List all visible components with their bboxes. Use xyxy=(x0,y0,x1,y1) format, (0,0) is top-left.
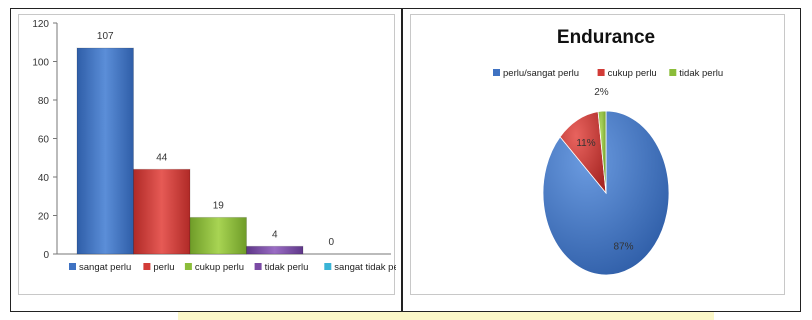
pie-legend-swatch xyxy=(597,69,605,76)
y-tick-label: 120 xyxy=(32,19,49,30)
y-tick-label: 80 xyxy=(38,96,50,107)
bar-value-label: 44 xyxy=(156,152,168,163)
y-tick-label: 40 xyxy=(38,173,50,184)
pie-legend-swatch xyxy=(669,69,677,76)
bar-cukup-perlu xyxy=(189,216,247,255)
legend-label: cukup perlu xyxy=(195,262,244,273)
legend-label: perlu xyxy=(153,262,174,273)
bar-value-label: 0 xyxy=(328,237,334,248)
pie-legend-swatch xyxy=(493,69,500,76)
legend-swatch xyxy=(254,263,262,270)
pie-legend-label: cukup perlu xyxy=(608,68,657,79)
pie-slice-tidak-perlu xyxy=(597,110,607,194)
y-tick-label: 20 xyxy=(38,212,50,223)
legend-label: tidak perlu xyxy=(265,262,309,273)
pie-chart: Endurance perlu/sangat perlu cukup perlu t… xyxy=(493,27,723,276)
pie-value-label: 87% xyxy=(614,242,634,253)
bar-chart-panel: 0 20 40 60 80 100 120 107 44 19 4 0 sangat perlu pe… xyxy=(18,14,409,295)
caption-highlight xyxy=(178,312,714,320)
legend-label: sangat tidak perlu xyxy=(334,262,396,273)
bar-value-label: 107 xyxy=(97,31,114,42)
legend-swatch xyxy=(184,263,192,270)
legend-swatch xyxy=(69,263,76,270)
legend-label: sangat perlu xyxy=(79,262,131,273)
pie-value-label: 2% xyxy=(594,87,609,98)
bar-sangat-perlu xyxy=(76,47,134,255)
bar-tidak-perlu xyxy=(246,245,304,255)
y-tick-label: 0 xyxy=(43,250,49,261)
y-tick-label: 60 xyxy=(38,135,50,146)
pie-legend-label: tidak perlu xyxy=(679,68,723,79)
pie-chart-panel: Endurance perlu/sangat perlu cukup perlu t… xyxy=(410,14,785,295)
pie-chart-title: Endurance xyxy=(557,27,655,48)
panel-divider xyxy=(401,8,403,312)
pie-value-label: 11% xyxy=(576,138,595,149)
pie-legend-label: perlu/sangat perlu xyxy=(503,68,579,79)
legend-swatch xyxy=(143,263,151,270)
bar-value-label: 4 xyxy=(272,229,278,240)
bar-perlu xyxy=(133,168,191,255)
y-tick-label: 100 xyxy=(32,58,49,69)
legend-swatch xyxy=(324,263,332,270)
bar-value-label: 19 xyxy=(213,200,225,211)
